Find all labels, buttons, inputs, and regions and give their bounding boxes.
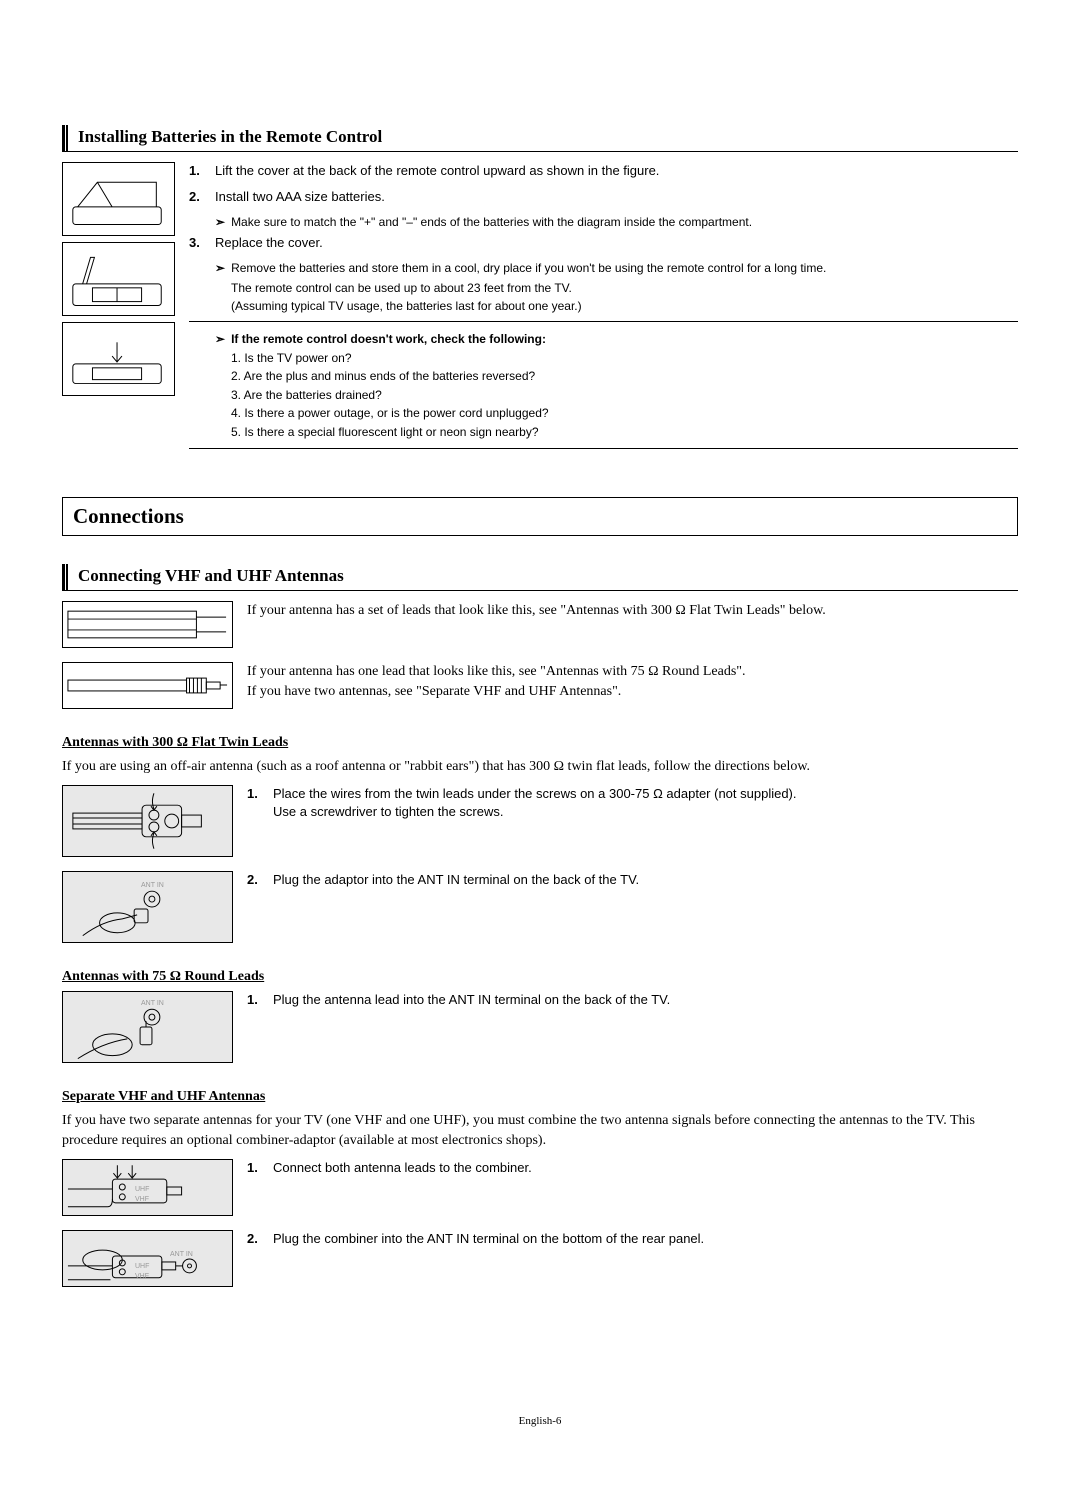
note-text: Remove the batteries and store them in a… bbox=[231, 260, 826, 276]
antenna-intro-2: If your antenna has one lead that looks … bbox=[247, 662, 1018, 715]
troubleshoot-item: 3. Are the batteries drained? bbox=[231, 386, 1018, 405]
sub3-step2-row: ANT IN UHF VHF 2. bbox=[62, 1230, 1018, 1293]
antenna-intro-2b: If you have two antennas, see "Separate … bbox=[247, 682, 1018, 702]
step-text: Plug the adaptor into the ANT IN termina… bbox=[273, 871, 639, 889]
divider bbox=[189, 448, 1018, 449]
subheading-separate-antennas: Separate VHF and UHF Antennas bbox=[62, 1089, 1018, 1105]
step-text: Install two AAA size batteries. bbox=[215, 188, 385, 206]
sub3-step1-text: 1. Connect both antenna leads to the com… bbox=[247, 1159, 1018, 1222]
step-num: 2. bbox=[247, 1230, 263, 1248]
step-text: Connect both antenna leads to the combin… bbox=[273, 1159, 532, 1177]
step-1: 1. Lift the cover at the back of the rem… bbox=[189, 162, 1018, 180]
troubleshoot-block: ➣ If the remote control doesn't work, ch… bbox=[215, 330, 1018, 442]
page-footer: English-6 bbox=[0, 1415, 1080, 1427]
figure-remote-close-cover bbox=[62, 322, 175, 396]
uhf-label: UHF bbox=[135, 1186, 149, 1193]
step-num: 1. bbox=[247, 785, 263, 821]
step-3: 3. Replace the cover. bbox=[189, 234, 1018, 252]
sub1-step2-row: ANT IN 2. Plug the adaptor into the ANT … bbox=[62, 871, 1018, 949]
section-title-batteries: Installing Batteries in the Remote Contr… bbox=[62, 125, 1018, 152]
ant-in-label: ANT IN bbox=[141, 1000, 164, 1007]
sub1-step2-text: 2. Plug the adaptor into the ANT IN term… bbox=[247, 871, 1018, 949]
vhf-label: VHF bbox=[135, 1273, 149, 1280]
troubleshoot-header: ➣ If the remote control doesn't work, ch… bbox=[215, 330, 1018, 349]
step-text: Plug the combiner into the ANT IN termin… bbox=[273, 1230, 704, 1248]
note-arrow-icon: ➣ bbox=[215, 260, 225, 276]
sub3-step1-row: UHF VHF 1. Co bbox=[62, 1159, 1018, 1222]
sub1-step1-text: 1. Place the wires from the twin leads u… bbox=[247, 785, 1018, 863]
troubleshoot-header-text: If the remote control doesn't work, chec… bbox=[231, 330, 546, 349]
vhf-label: VHF bbox=[135, 1196, 149, 1203]
section-title-antennas: Connecting VHF and UHF Antennas bbox=[62, 564, 1018, 591]
subheading-75-ohm: Antennas with 75 Ω Round Leads bbox=[62, 969, 1018, 985]
troubleshoot-item: 5. Is there a special fluorescent light … bbox=[231, 423, 1018, 442]
step-num: 2. bbox=[189, 188, 205, 206]
step-num: 1. bbox=[247, 991, 263, 1009]
sub3-intro: If you have two separate antennas for yo… bbox=[62, 1111, 1018, 1152]
antenna-intro-row-1: If your antenna has a set of leads that … bbox=[62, 601, 1018, 654]
step-text: Plug the antenna lead into the ANT IN te… bbox=[273, 991, 670, 1009]
sub1-step1-row: 1. Place the wires from the twin leads u… bbox=[62, 785, 1018, 863]
figure-twin-leads bbox=[62, 601, 233, 654]
figure-combiner-plug: ANT IN UHF VHF bbox=[62, 1230, 233, 1293]
step-3-subnote-1: The remote control can be used up to abo… bbox=[231, 279, 1018, 297]
troubleshoot-item: 4. Is there a power outage, or is the po… bbox=[231, 404, 1018, 423]
figure-round-lead bbox=[62, 662, 233, 715]
page: Installing Batteries in the Remote Contr… bbox=[0, 0, 1080, 1341]
antenna-intro-row-2: If your antenna has one lead that looks … bbox=[62, 662, 1018, 715]
note-arrow-icon: ➣ bbox=[215, 330, 225, 349]
batteries-row: 1. Lift the cover at the back of the rem… bbox=[62, 162, 1018, 457]
batteries-text: 1. Lift the cover at the back of the rem… bbox=[189, 162, 1018, 457]
step-num: 3. bbox=[189, 234, 205, 252]
figure-remote-insert-batteries bbox=[62, 242, 175, 316]
figure-adapter-screws bbox=[62, 785, 233, 863]
note-text: Make sure to match the "+" and "–" ends … bbox=[231, 214, 752, 230]
sub2-step1-text: 1. Plug the antenna lead into the ANT IN… bbox=[247, 991, 1018, 1069]
divider bbox=[189, 321, 1018, 322]
figure-combiner-connect: UHF VHF bbox=[62, 1159, 233, 1222]
batteries-images bbox=[62, 162, 175, 457]
sub3-step2-text: 2. Plug the combiner into the ANT IN ter… bbox=[247, 1230, 1018, 1293]
figure-plug-adapter: ANT IN bbox=[62, 871, 233, 949]
antenna-intro-1: If your antenna has a set of leads that … bbox=[247, 601, 1018, 654]
uhf-label: UHF bbox=[135, 1263, 149, 1270]
step-text: Place the wires from the twin leads unde… bbox=[273, 785, 797, 821]
step-num: 2. bbox=[247, 871, 263, 889]
step-text: Lift the cover at the back of the remote… bbox=[215, 162, 659, 180]
sub1-intro: If you are using an off-air antenna (suc… bbox=[62, 757, 1018, 777]
step-3-note: ➣ Remove the batteries and store them in… bbox=[215, 260, 1018, 276]
step-2: 2. Install two AAA size batteries. bbox=[189, 188, 1018, 206]
step-num: 1. bbox=[189, 162, 205, 180]
step-num: 1. bbox=[247, 1159, 263, 1177]
ant-in-label: ANT IN bbox=[170, 1251, 193, 1258]
step-text: Replace the cover. bbox=[215, 234, 323, 252]
note-arrow-icon: ➣ bbox=[215, 214, 225, 230]
step-2-note: ➣ Make sure to match the "+" and "–" end… bbox=[215, 214, 1018, 230]
subheading-300-ohm: Antennas with 300 Ω Flat Twin Leads bbox=[62, 735, 1018, 751]
antenna-intro-2a: If your antenna has one lead that looks … bbox=[247, 662, 1018, 682]
chapter-title-connections: Connections bbox=[62, 497, 1018, 536]
sub2-step1-row: ANT IN 1. Plug the antenna lead into the… bbox=[62, 991, 1018, 1069]
step-3-subnote-2: (Assuming typical TV usage, the batterie… bbox=[231, 297, 1018, 315]
figure-remote-cover-lift bbox=[62, 162, 175, 236]
troubleshoot-item: 2. Are the plus and minus ends of the ba… bbox=[231, 367, 1018, 386]
figure-plug-round-lead: ANT IN bbox=[62, 991, 233, 1069]
troubleshoot-item: 1. Is the TV power on? bbox=[231, 349, 1018, 368]
ant-in-label: ANT IN bbox=[141, 882, 164, 889]
